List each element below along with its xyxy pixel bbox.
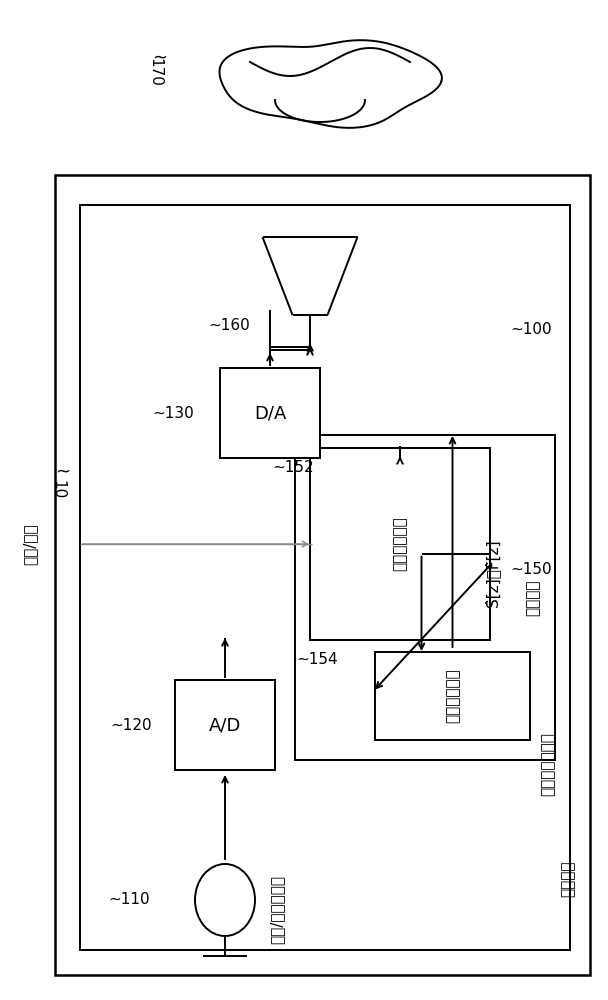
Bar <box>310 448 490 640</box>
Text: Ŝ[z]或F̂[z]: Ŝ[z]或F̂[z] <box>485 540 500 607</box>
Text: ∼130: ∼130 <box>152 406 194 420</box>
Text: D/A: D/A <box>254 404 286 422</box>
Text: 处理电路: 处理电路 <box>525 579 541 616</box>
Text: ∼100: ∼100 <box>510 322 551 338</box>
Text: ∼154: ∼154 <box>296 652 337 668</box>
Text: 响应估测单元: 响应估测单元 <box>393 517 407 571</box>
Bar <box>220 368 320 458</box>
Bar <box>375 652 530 740</box>
Text: ∼110: ∼110 <box>108 892 150 908</box>
Text: 170: 170 <box>148 58 162 86</box>
Bar <box>80 205 570 950</box>
Ellipse shape <box>195 864 255 936</box>
Text: 滤波拟合单元: 滤波拟合单元 <box>445 669 460 723</box>
Text: 主动式降噪电路: 主动式降噪电路 <box>541 732 556 796</box>
Text: ∼: ∼ <box>153 49 168 67</box>
Text: 电子装置: 电子装置 <box>561 861 576 897</box>
Text: A/D: A/D <box>209 716 241 734</box>
Text: ∼152: ∼152 <box>272 460 314 475</box>
Text: ∼120: ∼120 <box>110 718 151 732</box>
Text: ∼160: ∼160 <box>208 318 250 332</box>
Bar <box>55 175 590 975</box>
Text: ∼150: ∼150 <box>510 562 551 578</box>
Text: 内部/外部麦克风: 内部/外部麦克风 <box>269 876 285 944</box>
Bar <box>175 680 275 770</box>
Bar <box>295 435 555 760</box>
Text: 音频/声音: 音频/声音 <box>22 523 38 565</box>
Text: ∼: ∼ <box>55 463 71 481</box>
Text: 10: 10 <box>50 480 66 500</box>
